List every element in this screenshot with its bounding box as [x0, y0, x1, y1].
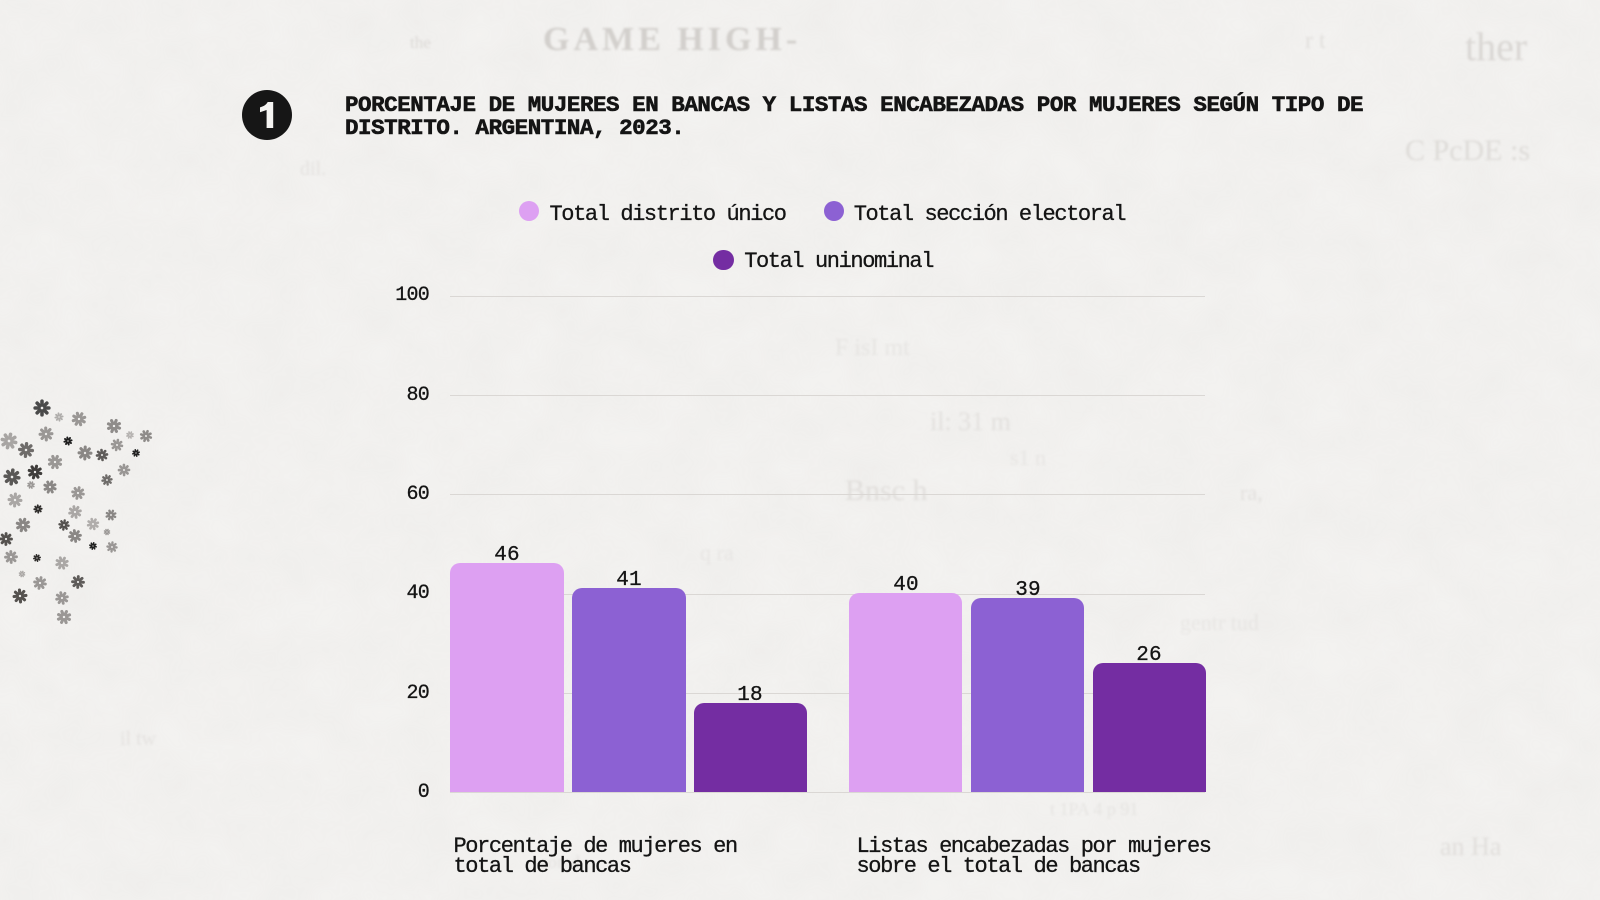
- svg-text:F isI mt: F isI mt: [835, 335, 910, 361]
- svg-text:C PcDE :s: C PcDE :s: [1405, 134, 1530, 167]
- svg-text:s1 n: s1 n: [1010, 445, 1046, 470]
- svg-text:GAME HIGH-: GAME HIGH-: [543, 21, 801, 58]
- svg-text:Bnsc h: Bnsc h: [845, 474, 928, 507]
- svg-text:ra,: ra,: [1240, 480, 1263, 505]
- svg-text:gentr tud: gentr tud: [1180, 610, 1259, 635]
- svg-text:aomd: aomd: [540, 852, 580, 872]
- svg-text:an Ha: an Ha: [1440, 832, 1502, 861]
- svg-text:r t: r t: [1305, 28, 1326, 54]
- svg-text:t 1PA 4 p 91: t 1PA 4 p 91: [1050, 799, 1138, 819]
- svg-text:dil.: dil.: [300, 158, 326, 180]
- svg-text:the: the: [410, 33, 431, 52]
- svg-text:ther: ther: [1465, 24, 1527, 69]
- svg-text:q ra: q ra: [700, 540, 734, 565]
- svg-text:il: 31 m: il: 31 m: [930, 407, 1011, 436]
- svg-text:il tw: il tw: [120, 728, 157, 750]
